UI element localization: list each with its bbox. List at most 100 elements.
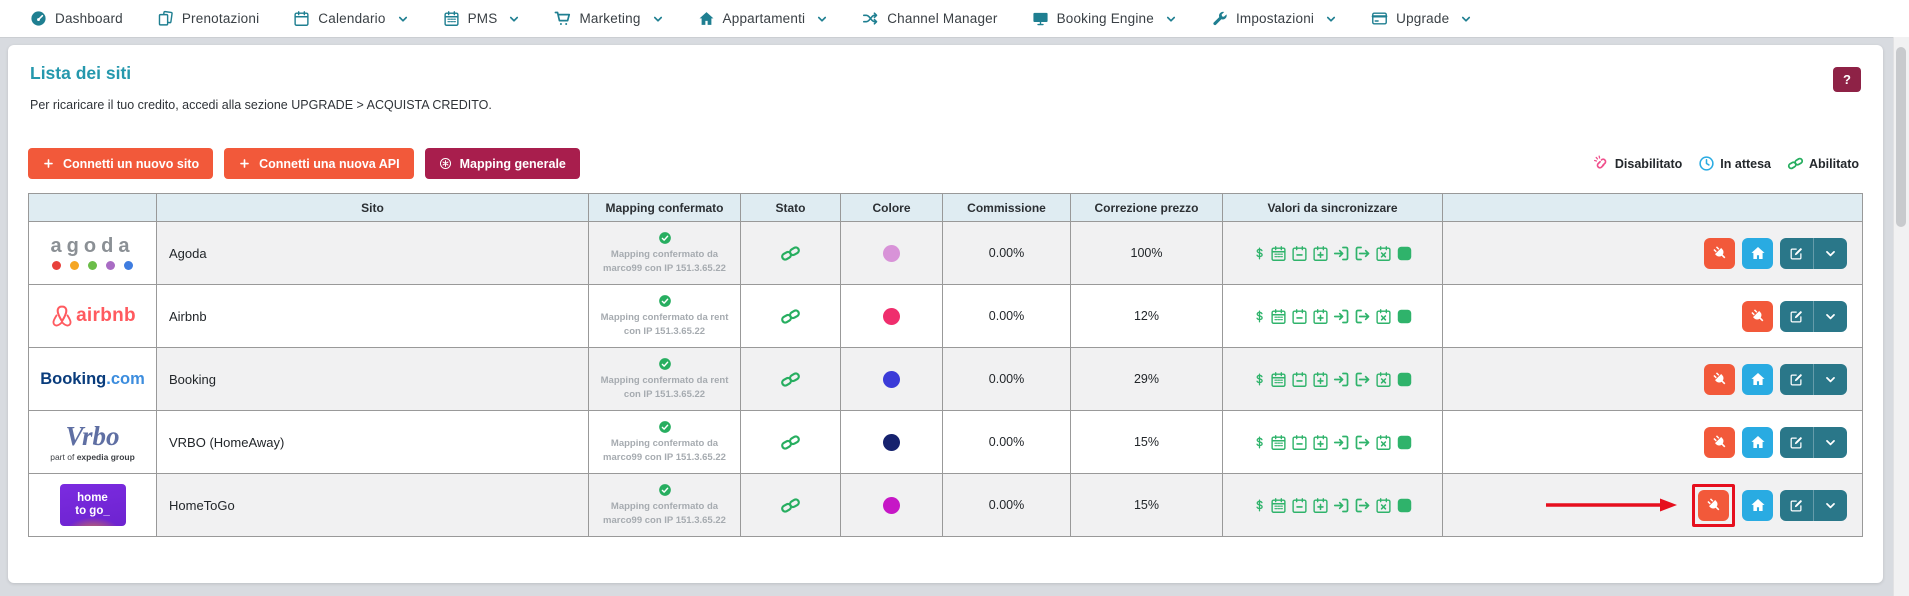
chevron-down-icon[interactable] <box>1813 238 1847 269</box>
status-enabled-icon[interactable] <box>780 306 801 327</box>
calendar-minus-icon[interactable] <box>1291 371 1308 388</box>
site-color-dot[interactable] <box>883 371 900 388</box>
nav-item-calendario[interactable]: Calendario <box>293 10 408 27</box>
status-enabled-icon[interactable] <box>780 369 801 390</box>
calendar-x-icon[interactable] <box>1375 371 1392 388</box>
square-icon[interactable] <box>1396 308 1413 325</box>
sign-out-icon[interactable] <box>1354 434 1371 451</box>
edit-split-button[interactable] <box>1780 490 1847 521</box>
nav-item-label: Dashboard <box>55 11 123 26</box>
calendar-minus-icon[interactable] <box>1291 245 1308 262</box>
nav-item-appartamenti[interactable]: Appartamenti <box>698 10 829 27</box>
chevron-down-icon[interactable] <box>1813 301 1847 332</box>
calendar-plus-icon[interactable] <box>1312 245 1329 262</box>
dollar-icon[interactable] <box>1253 308 1266 325</box>
calendar-minus-icon[interactable] <box>1291 308 1308 325</box>
chevron-down-icon[interactable] <box>1325 13 1337 25</box>
sign-in-icon[interactable] <box>1333 371 1350 388</box>
site-color-dot[interactable] <box>883 497 900 514</box>
dollar-icon[interactable] <box>1253 497 1266 514</box>
calendar-plus-icon[interactable] <box>1312 308 1329 325</box>
connect-plug-button[interactable] <box>1704 238 1735 269</box>
chevron-down-icon[interactable] <box>397 13 409 25</box>
chevron-down-icon[interactable] <box>1460 13 1472 25</box>
edit-icon[interactable] <box>1780 427 1813 458</box>
nav-item-pms[interactable]: PMS <box>443 10 521 27</box>
status-enabled-icon[interactable] <box>780 243 801 264</box>
sign-out-icon[interactable] <box>1354 245 1371 262</box>
commission-value: 0.00% <box>943 411 1071 473</box>
property-home-button[interactable] <box>1742 238 1773 269</box>
chevron-down-icon[interactable] <box>816 13 828 25</box>
scrollbar-thumb[interactable] <box>1896 47 1906 227</box>
chevron-down-icon[interactable] <box>1813 427 1847 458</box>
vertical-scrollbar[interactable] <box>1893 37 1909 596</box>
calendar-grid-icon[interactable] <box>1270 371 1287 388</box>
calendar-minus-icon[interactable] <box>1291 434 1308 451</box>
sign-in-icon[interactable] <box>1333 245 1350 262</box>
calendar-plus-icon[interactable] <box>1312 497 1329 514</box>
connetti-una-nuova-api-button[interactable]: Connetti una nuova API <box>224 148 414 179</box>
edit-icon[interactable] <box>1780 364 1813 395</box>
chevron-down-icon[interactable] <box>652 13 664 25</box>
nav-item-dashboard[interactable]: Dashboard <box>30 10 123 27</box>
dollar-icon[interactable] <box>1253 371 1266 388</box>
nav-item-upgrade[interactable]: Upgrade <box>1371 10 1472 27</box>
connetti-un-nuovo-sito-button[interactable]: Connetti un nuovo sito <box>28 148 213 179</box>
connect-plug-button[interactable] <box>1704 427 1735 458</box>
calendar-grid-icon[interactable] <box>1270 308 1287 325</box>
edit-icon[interactable] <box>1780 490 1813 521</box>
connect-plug-button[interactable] <box>1704 364 1735 395</box>
commission-value: 0.00% <box>943 348 1071 410</box>
dollar-icon[interactable] <box>1253 434 1266 451</box>
edit-split-button[interactable] <box>1780 238 1847 269</box>
sign-out-icon[interactable] <box>1354 308 1371 325</box>
calendar-grid-icon[interactable] <box>1270 434 1287 451</box>
sign-in-icon[interactable] <box>1333 497 1350 514</box>
sign-out-icon[interactable] <box>1354 497 1371 514</box>
calendar-grid-icon[interactable] <box>1270 245 1287 262</box>
calendar-plus-icon[interactable] <box>1312 434 1329 451</box>
nav-item-booking-engine[interactable]: Booking Engine <box>1032 10 1177 27</box>
square-icon[interactable] <box>1396 371 1413 388</box>
calendar-x-icon[interactable] <box>1375 308 1392 325</box>
connect-plug-button[interactable] <box>1742 301 1773 332</box>
square-icon[interactable] <box>1396 245 1413 262</box>
sign-in-icon[interactable] <box>1333 434 1350 451</box>
chevron-down-icon[interactable] <box>1813 364 1847 395</box>
help-button[interactable]: ? <box>1833 67 1861 92</box>
site-color-dot[interactable] <box>883 308 900 325</box>
calendar-x-icon[interactable] <box>1375 434 1392 451</box>
calendar-x-icon[interactable] <box>1375 245 1392 262</box>
property-home-button[interactable] <box>1742 364 1773 395</box>
chevron-down-icon[interactable] <box>1165 13 1177 25</box>
status-enabled-icon[interactable] <box>780 432 801 453</box>
connect-plug-button[interactable] <box>1698 490 1729 521</box>
edit-split-button[interactable] <box>1780 301 1847 332</box>
status-enabled-icon[interactable] <box>780 495 801 516</box>
sign-out-icon[interactable] <box>1354 371 1371 388</box>
square-icon[interactable] <box>1396 434 1413 451</box>
site-color-dot[interactable] <box>883 434 900 451</box>
property-home-button[interactable] <box>1742 427 1773 458</box>
sign-in-icon[interactable] <box>1333 308 1350 325</box>
edit-icon[interactable] <box>1780 301 1813 332</box>
site-color-dot[interactable] <box>883 245 900 262</box>
edit-split-button[interactable] <box>1780 364 1847 395</box>
nav-item-channel-manager[interactable]: Channel Manager <box>862 10 997 27</box>
nav-item-marketing[interactable]: Marketing <box>554 10 663 27</box>
property-home-button[interactable] <box>1742 490 1773 521</box>
calendar-grid-icon[interactable] <box>1270 497 1287 514</box>
chevron-down-icon[interactable] <box>1813 490 1847 521</box>
nav-item-prenotazioni[interactable]: Prenotazioni <box>157 10 259 27</box>
calendar-x-icon[interactable] <box>1375 497 1392 514</box>
chevron-down-icon[interactable] <box>508 13 520 25</box>
calendar-plus-icon[interactable] <box>1312 371 1329 388</box>
mapping-generale-button[interactable]: Mapping generale <box>425 148 580 179</box>
calendar-minus-icon[interactable] <box>1291 497 1308 514</box>
edit-split-button[interactable] <box>1780 427 1847 458</box>
dollar-icon[interactable] <box>1253 245 1266 262</box>
square-icon[interactable] <box>1396 497 1413 514</box>
nav-item-impostazioni[interactable]: Impostazioni <box>1211 10 1337 27</box>
edit-icon[interactable] <box>1780 238 1813 269</box>
